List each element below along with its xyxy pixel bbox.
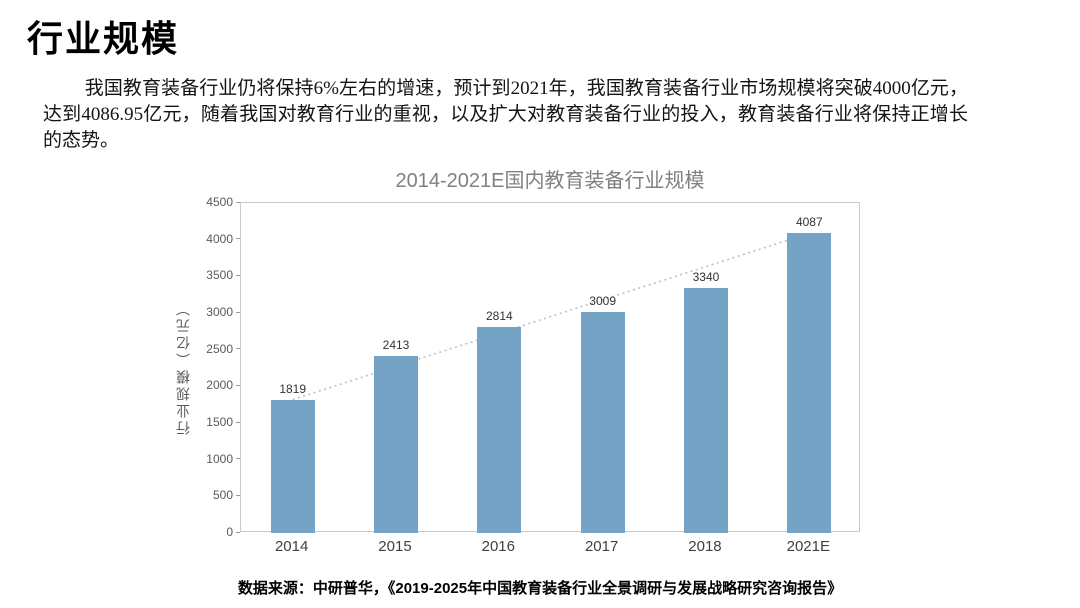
bar-column: 1819 xyxy=(241,203,344,533)
x-axis-label: 2014 xyxy=(274,538,309,555)
bar-value-label: 2413 xyxy=(382,338,410,353)
page-title: 行业规模 xyxy=(27,19,180,59)
y-tick: 2500 xyxy=(194,342,240,356)
bar-value-label: 3009 xyxy=(589,294,616,309)
y-axis-ticks: 0 500 1000 1500 2000 2500 3000 3500 4000 4500 xyxy=(194,195,240,539)
y-tick: 2000 xyxy=(194,378,240,392)
y-tick-label: 2000 xyxy=(206,378,233,393)
chart-body: 行业规模（亿元） 0 500 1000 1500 2000 2500 3000 3500 400… xyxy=(170,195,870,539)
bar xyxy=(373,356,418,533)
bar-series: 1819 2413 2814 3009 3340 4087 xyxy=(241,203,861,533)
y-tick: 4500 xyxy=(194,195,240,209)
x-axis-label: 2017 xyxy=(584,538,619,555)
y-tick-label: 4000 xyxy=(206,231,233,246)
x-axis-label: 2018 xyxy=(688,538,722,555)
bar-value-label: 4087 xyxy=(795,215,823,230)
bar-column: 4087 xyxy=(758,203,861,533)
y-tick-mark xyxy=(236,494,240,496)
bar-value-label: 2814 xyxy=(485,308,513,323)
y-tick-mark xyxy=(236,384,240,386)
y-tick-mark xyxy=(236,421,240,423)
x-axis-labels: 2014 2015 2016 2017 2018 2021E xyxy=(240,538,860,555)
bar xyxy=(477,326,522,533)
y-tick: 3000 xyxy=(194,305,240,319)
x-axis-label: 2015 xyxy=(378,538,412,555)
x-axis-label: 2016 xyxy=(481,538,515,555)
y-tick-label: 1000 xyxy=(206,451,233,466)
y-tick-mark xyxy=(236,531,240,533)
y-tick-label: 2500 xyxy=(206,341,233,356)
y-axis-title: 行业规模（亿元） xyxy=(175,299,191,435)
y-tick-mark xyxy=(236,458,240,460)
bar xyxy=(683,288,728,533)
y-tick: 500 xyxy=(194,488,240,502)
bar xyxy=(787,233,832,533)
bar-column: 2413 xyxy=(344,203,447,533)
y-tick-mark xyxy=(236,238,240,240)
y-tick-mark xyxy=(236,348,240,350)
body-paragraph: 我国教育装备行业仍将保持6%左右的增速，预计到2021年，我国教育装备行业市场规… xyxy=(43,78,968,151)
bar-value-label: 1819 xyxy=(279,381,307,396)
y-tick: 4000 xyxy=(194,232,240,246)
y-tick-label: 500 xyxy=(212,488,233,503)
bar xyxy=(580,312,625,533)
y-tick: 0 xyxy=(194,525,240,539)
chart-title: 2014-2021E国内教育装备行业规模 xyxy=(395,170,705,192)
y-tick-label: 1500 xyxy=(206,415,233,429)
data-source-note: 数据来源：中研普华，《2019-2025年中国教育装备行业全景调研与发展战略研究… xyxy=(237,580,843,597)
y-tick-mark xyxy=(236,311,240,313)
bar-column: 3340 xyxy=(654,203,757,533)
plot-area: 1819 2413 2814 3009 3340 4087 xyxy=(240,202,861,533)
y-tick: 1500 xyxy=(194,415,240,429)
y-tick-mark xyxy=(236,201,240,203)
bar xyxy=(270,399,315,533)
y-tick-label: 0 xyxy=(226,525,233,539)
y-tick-label: 4500 xyxy=(206,195,233,209)
y-tick-mark xyxy=(236,274,240,276)
bar-column: 3009 xyxy=(551,203,654,533)
y-tick: 1000 xyxy=(194,452,240,466)
bar-value-label: 3340 xyxy=(692,270,720,285)
y-tick-label: 3500 xyxy=(206,268,233,283)
trend-line xyxy=(292,232,810,401)
x-axis-label: 2021E xyxy=(786,538,830,555)
y-tick-label: 3000 xyxy=(206,305,233,319)
industry-scale-chart: 2014-2021E国内教育装备行业规模 行业规模（亿元） 0 500 1000 15… xyxy=(170,168,870,555)
y-tick: 3500 xyxy=(194,268,240,282)
bar-column: 2814 xyxy=(448,203,551,533)
